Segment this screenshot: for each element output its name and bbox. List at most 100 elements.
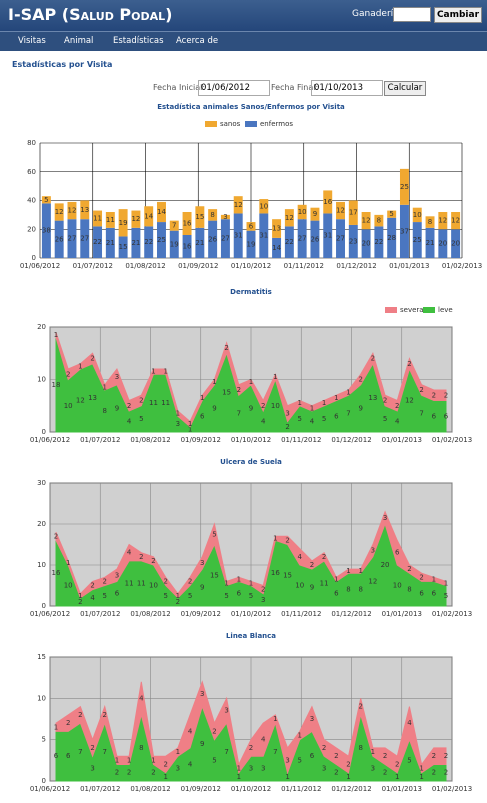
y-tick-label: 0 <box>42 602 46 610</box>
data-label: 1 <box>176 410 180 418</box>
data-label: 9 <box>313 210 317 218</box>
data-label: 2 <box>444 391 448 399</box>
data-label: 5 <box>212 530 216 538</box>
data-label: 3 <box>176 765 180 773</box>
bar <box>93 210 103 227</box>
data-label: 16 <box>183 220 192 228</box>
data-label: 2 <box>322 553 326 561</box>
data-label: 3 <box>371 547 375 555</box>
y-tick-label: 10 <box>37 561 46 569</box>
data-label: 1 <box>237 773 241 781</box>
data-label: 6 <box>444 412 449 420</box>
data-label: 26 <box>55 235 64 243</box>
data-label: 3 <box>115 373 119 381</box>
data-label: 26 <box>208 235 217 243</box>
ganaderia-input[interactable] <box>393 7 431 22</box>
data-label: 4 <box>261 736 266 744</box>
bar <box>144 206 154 227</box>
x-tick-label: 01/09/2012 <box>178 262 218 270</box>
data-label: 1 <box>188 425 192 433</box>
data-label: 6 <box>334 590 339 598</box>
bar <box>131 227 141 258</box>
bar <box>272 219 282 238</box>
data-label: 11 <box>161 399 170 407</box>
nav-item[interactable]: Animal <box>64 36 94 46</box>
data-label: 2 <box>419 386 423 394</box>
data-label: 3 <box>200 559 204 567</box>
legend-label: severa <box>400 306 424 314</box>
data-label: 3 <box>200 690 204 698</box>
bar <box>208 209 218 221</box>
y-tick-label: 0 <box>42 428 46 436</box>
data-label: 21 <box>106 239 115 247</box>
bar <box>54 203 64 221</box>
data-label: 9 <box>200 740 204 748</box>
data-label: 1 <box>444 579 448 587</box>
chart-title: Estadística animales Sanos/Enfermos por … <box>157 103 345 111</box>
nav-item[interactable]: Visitas <box>18 36 46 46</box>
data-label: 6 <box>432 590 437 598</box>
start-input[interactable]: 01/06/2012 <box>198 80 270 96</box>
chart-title: Dermatitis <box>230 288 272 296</box>
start-label: Fecha Inicial: <box>153 83 206 92</box>
data-label: 4 <box>310 418 315 426</box>
x-tick-label: 01/06/2012 <box>30 785 70 793</box>
data-label: 10 <box>149 582 158 590</box>
data-label: 12 <box>55 208 64 216</box>
x-tick-label: 01/09/2012 <box>181 610 221 618</box>
data-label: 2 <box>127 402 131 410</box>
bar <box>323 213 333 258</box>
calcular-button[interactable]: Calcular <box>384 81 426 96</box>
nav-item[interactable]: Estadísticas <box>113 36 164 46</box>
bar <box>297 204 307 220</box>
data-label: 11 <box>137 579 146 587</box>
x-tick-label: 01/08/2012 <box>130 436 170 444</box>
data-label: 1 <box>78 592 82 600</box>
data-label: 22 <box>144 238 153 246</box>
data-label: 5 <box>139 415 143 423</box>
data-label: 9 <box>358 404 362 412</box>
x-tick-label: 01/12/2012 <box>331 785 371 793</box>
data-label: 1 <box>66 559 70 567</box>
data-label: 2 <box>358 703 362 711</box>
data-label: 3 <box>90 765 94 773</box>
data-label: 1 <box>249 579 253 587</box>
nav-item[interactable]: Acerca de <box>176 36 219 46</box>
data-label: 1 <box>249 378 253 386</box>
data-label: 10 <box>64 582 73 590</box>
data-label: 3 <box>224 707 228 715</box>
bar <box>374 214 384 227</box>
data-label: 22 <box>374 238 383 246</box>
cambiar-button[interactable]: Cambiar <box>434 7 482 23</box>
data-label: 2 <box>139 397 143 405</box>
legend-swatch <box>205 121 217 127</box>
area <box>55 332 447 428</box>
x-tick-label: 01/06/2012 <box>30 436 70 444</box>
area <box>55 510 447 599</box>
bar <box>80 219 90 258</box>
y-tick-label: 15 <box>37 653 46 661</box>
data-label: 2 <box>176 598 180 606</box>
data-label: 1 <box>273 373 277 381</box>
data-label: 1 <box>151 368 155 376</box>
legend-swatch <box>245 121 257 127</box>
data-label: 25 <box>157 236 166 244</box>
data-label: 11 <box>320 579 329 587</box>
bar <box>399 204 409 258</box>
data-label: 5 <box>103 592 107 600</box>
data-label: 1 <box>78 362 82 370</box>
end-label: Fecha Final: <box>271 83 319 92</box>
data-label: 16 <box>183 243 192 251</box>
data-label: 1 <box>176 592 180 600</box>
data-label: 7 <box>224 748 228 756</box>
data-label: 2 <box>78 598 82 606</box>
end-input[interactable]: 01/10/2013 <box>311 80 383 96</box>
data-label: 7 <box>78 748 82 756</box>
y-tick-label: 20 <box>37 323 46 331</box>
data-label: 1 <box>224 579 228 587</box>
x-tick-label: 01/07/2012 <box>80 785 120 793</box>
data-label: 16 <box>323 198 332 206</box>
data-label: 1 <box>371 748 375 756</box>
data-label: 2 <box>78 711 82 719</box>
data-label: 4 <box>127 549 132 557</box>
